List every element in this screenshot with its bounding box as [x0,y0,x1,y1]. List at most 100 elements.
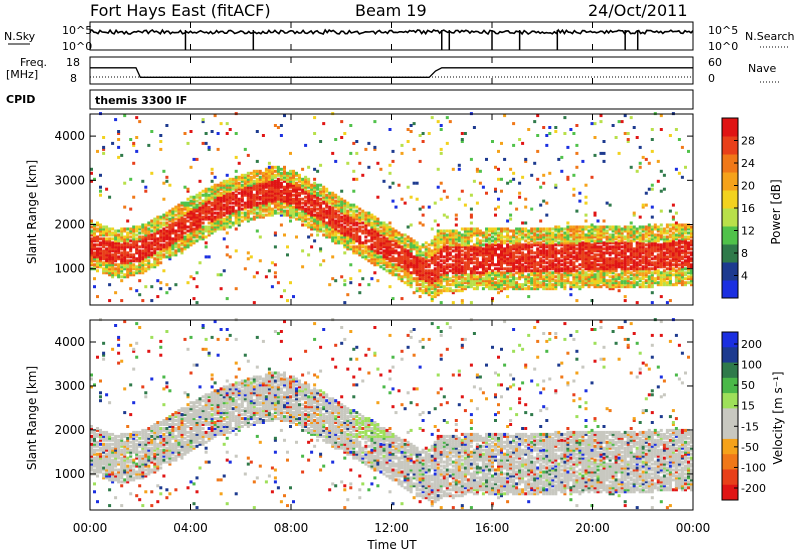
power-cell [195,235,199,239]
power-cell [126,255,130,259]
power-cell [500,177,503,181]
power-cell [617,245,621,249]
power-cell [201,141,205,145]
power-cell [659,265,663,269]
power-cell [488,267,491,271]
power-cell [90,243,93,247]
power-cell [569,285,573,289]
power-cell [183,211,187,215]
power-cell [527,285,531,289]
power-cell [343,201,347,205]
power-cell [243,217,247,221]
power-cell [530,251,534,255]
power-cell [430,253,434,257]
power-cell [298,177,301,181]
power-cell [165,243,169,247]
power-cell [463,257,467,261]
power-cell [243,177,247,181]
power-cell [424,269,428,273]
power-cell [472,227,476,231]
power-cell [545,227,549,231]
power-cell [620,249,624,253]
power-cell [659,257,663,261]
power-cell [264,213,268,217]
power-cell [424,251,428,255]
power-cell [165,223,169,227]
power-cell [424,249,428,253]
power-cell [500,271,503,275]
power-cell [96,259,99,263]
power-cell [409,265,413,269]
power-cell [533,267,537,271]
power-cell [659,237,663,241]
power-cell [593,265,597,269]
power-cell [572,273,576,277]
power-cell [295,205,298,209]
power-cell [433,251,437,255]
power-cell [352,241,356,245]
power-cell [135,245,139,249]
power-cell [665,245,669,249]
power-cell [545,143,549,147]
power-cell [135,265,139,269]
power-cell [424,263,428,267]
power-cell [560,255,564,259]
power-cell [373,241,377,245]
power-cell [563,257,567,261]
power-cell [587,231,591,235]
power-cell [219,223,223,227]
power-cell [605,273,609,277]
power-cell [144,185,148,189]
power-cell [352,245,356,249]
power-cell [503,259,507,263]
power-cell [117,271,121,275]
power-cell [557,283,561,287]
power-cell [246,193,250,197]
power-cell [659,227,663,231]
power-cell [156,295,160,299]
power-cell [255,211,259,215]
power-cell [219,201,223,205]
power-cell [448,239,452,243]
power-cell [494,213,497,217]
power-cell [388,261,392,265]
power-cell [494,237,497,241]
power-cell [171,219,175,223]
power-cell [286,173,289,177]
power-cell [228,179,232,183]
power-cell [566,177,570,181]
power-cell [159,239,163,243]
power-cell [165,291,169,295]
power-cell [623,281,627,285]
power-cell [494,187,497,191]
power-cell [382,233,386,237]
power-cell [346,237,350,241]
power-cell [557,157,561,161]
power-cell [472,257,476,261]
power-cell [210,191,214,195]
power-cell [554,271,558,275]
power-cell [659,263,663,267]
power-cell [358,291,362,295]
power-cell [228,181,232,185]
power-cell [475,253,479,257]
power-cell [593,263,597,267]
nave-tick-bottom: 0 [708,72,715,85]
power-cell [201,225,205,229]
power-cell [644,265,648,269]
power-cell [560,247,564,251]
power-cell [219,193,223,197]
power-cell [376,231,380,235]
power-cell [352,229,356,233]
power-cell [144,223,148,227]
power-cell [141,257,145,261]
power-cell [506,257,510,261]
power-cell [117,132,121,135]
power-cell [587,253,591,257]
power-cell [225,183,229,187]
power-cell [412,239,416,243]
power-cell [560,275,564,279]
power-cell [644,247,648,251]
power-cell [653,281,657,285]
power-cell [349,233,353,237]
